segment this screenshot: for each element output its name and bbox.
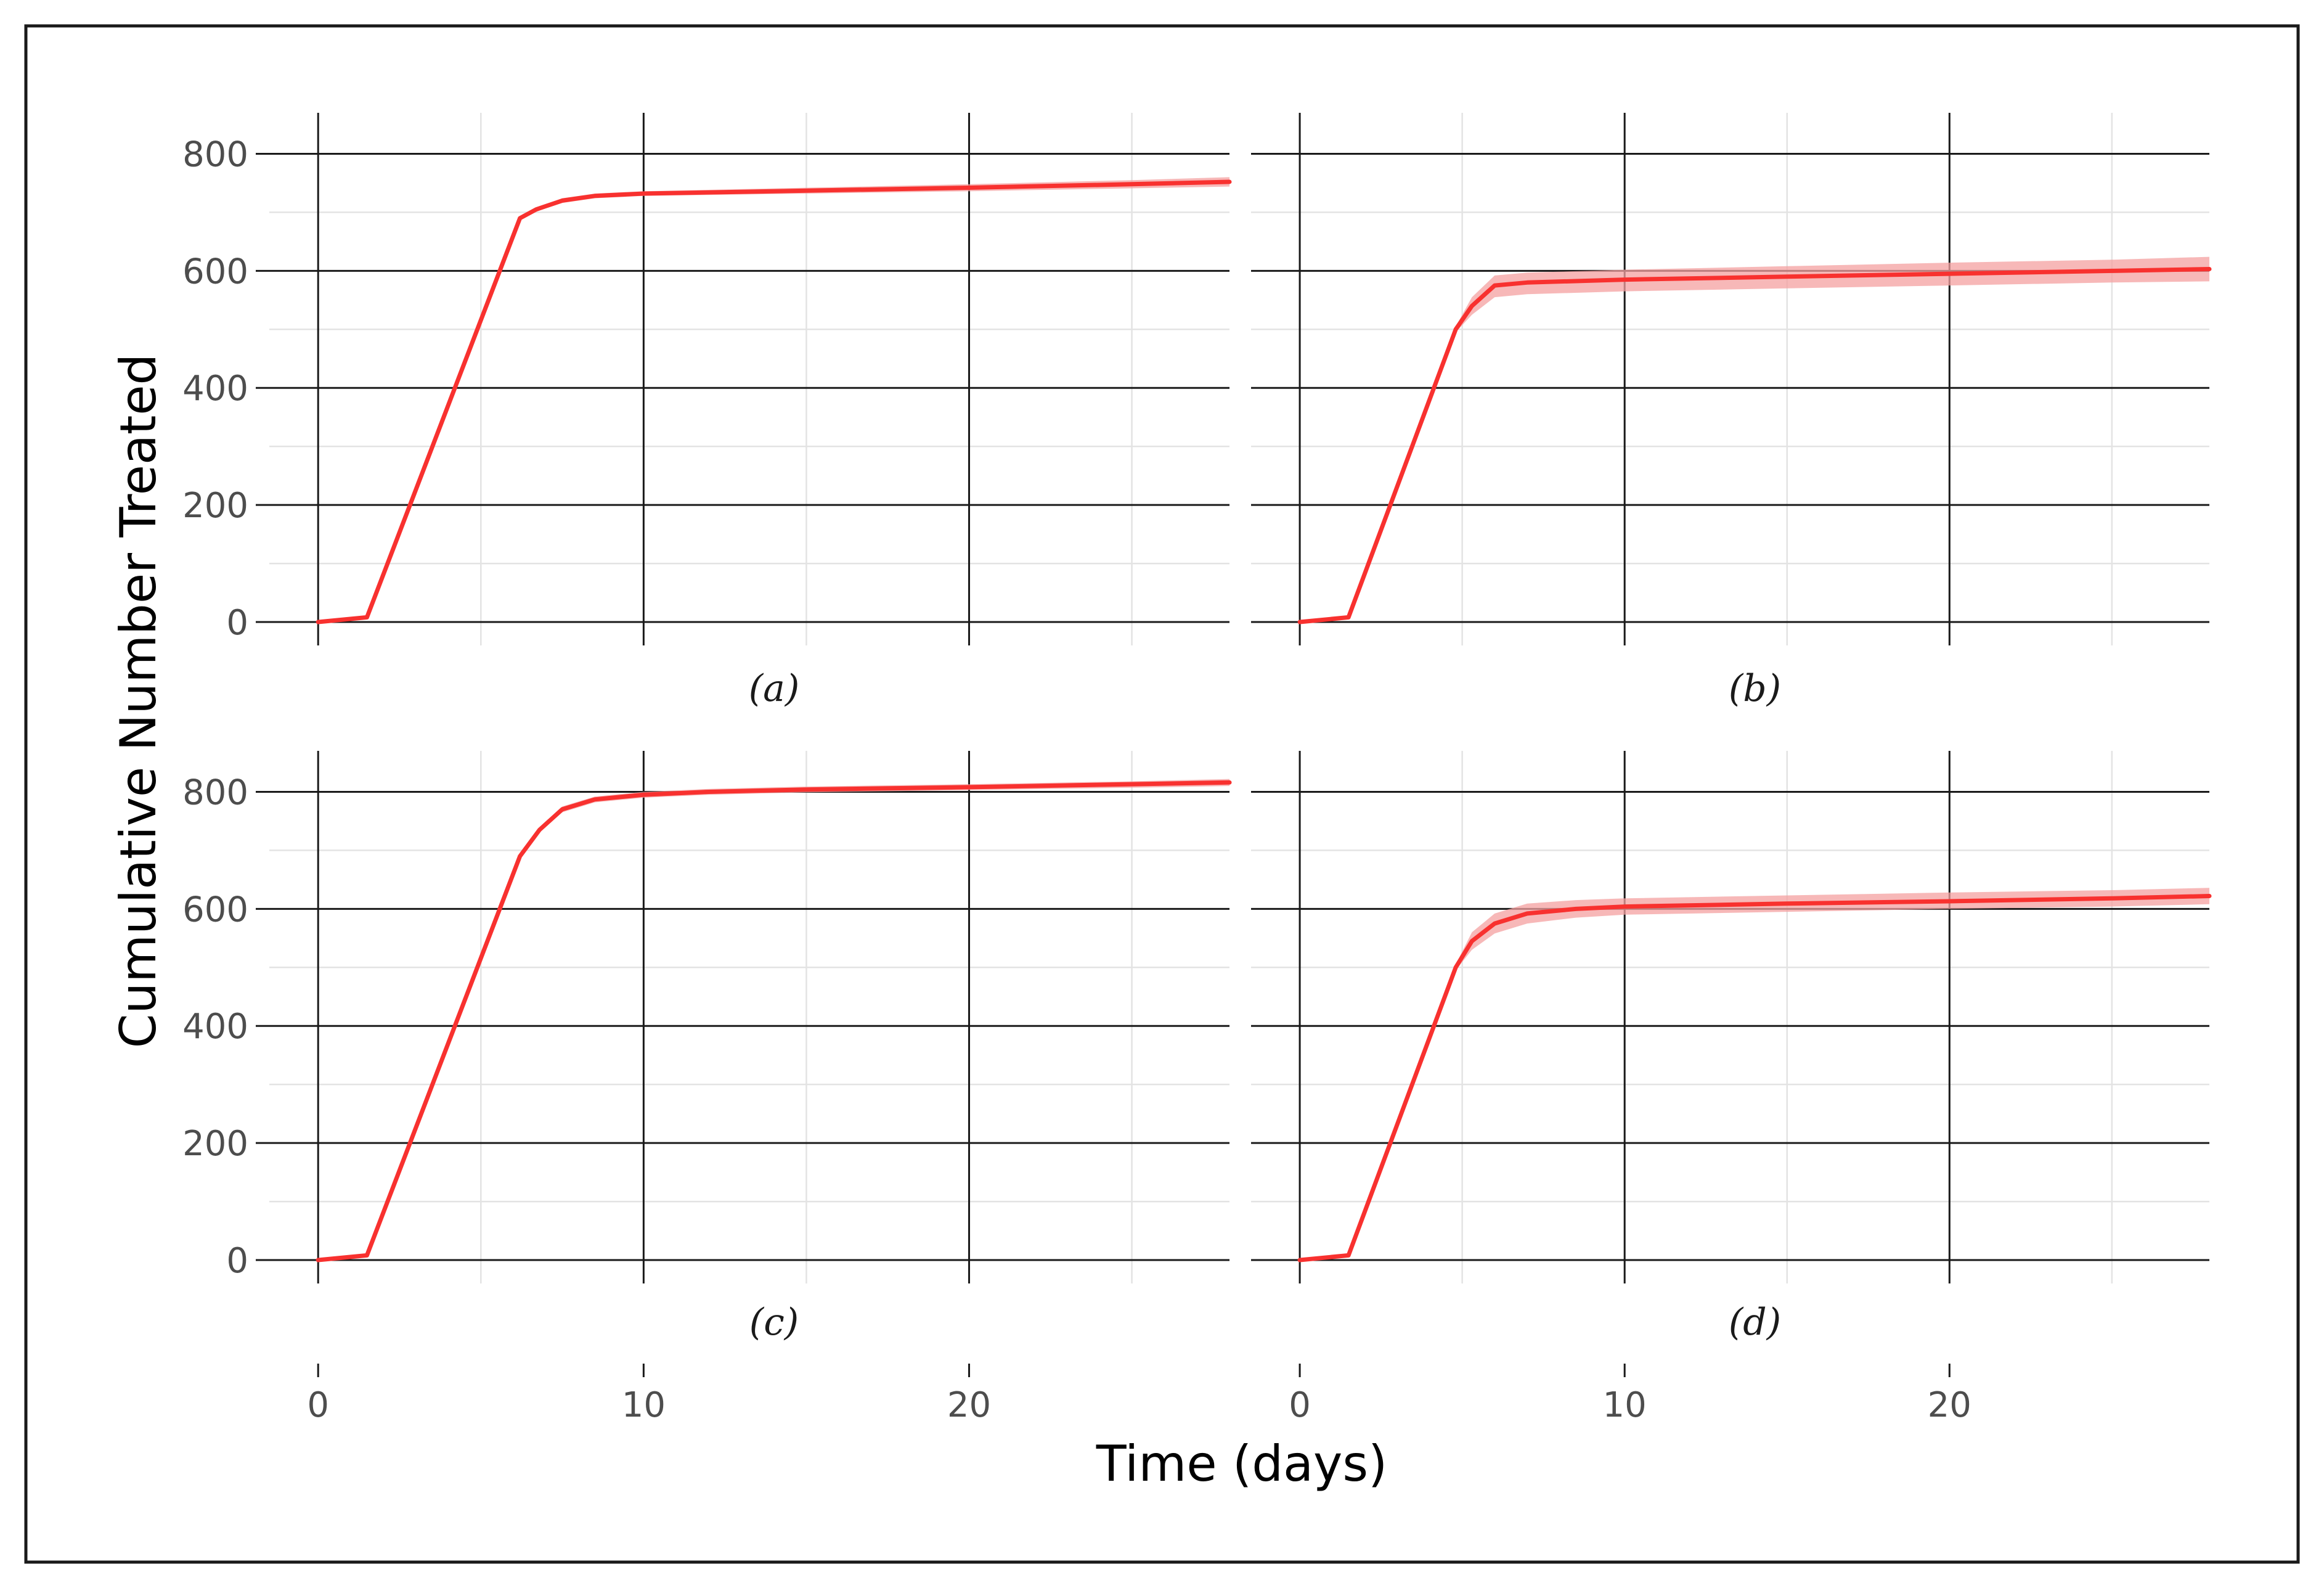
series-line (1297, 267, 2212, 624)
x-tick-label: 20 (947, 1385, 991, 1425)
y-tick-label: 800 (182, 134, 248, 174)
y-tick-label: 600 (182, 890, 248, 930)
x-tick-label: 20 (1928, 1385, 1971, 1425)
panel-1: 0 200 400 600 800 (a) (182, 113, 1232, 710)
x-axis-title: Time (days) (1096, 1435, 1387, 1492)
panel-label: (c) (749, 1301, 799, 1344)
figure-border (24, 24, 2300, 1564)
panel-2: (b) (1251, 113, 2212, 710)
y-tick-label: 400 (182, 369, 248, 409)
x-tick-label: 10 (1603, 1385, 1647, 1425)
panel-label: (d) (1729, 1301, 1781, 1344)
x-tick-label: 0 (1289, 1385, 1311, 1425)
panel-label: (a) (749, 667, 800, 710)
y-axis-title: Cumulative Number Treated (110, 354, 167, 1049)
series-line (1297, 894, 2212, 1263)
y-tick-label: 200 (182, 486, 248, 526)
series-line (316, 780, 1232, 1263)
panel-4: (d) 0 10 20 (1251, 751, 2212, 1425)
panel-label: (b) (1729, 667, 1781, 710)
y-tick-label: 200 (182, 1124, 248, 1164)
y-tick-label: 0 (226, 603, 248, 643)
series-line (316, 179, 1232, 624)
y-tick-label: 600 (182, 252, 248, 292)
panel-3: 0 200 400 600 800 (c) 0 10 20 (182, 751, 1232, 1425)
x-tick-label: 0 (307, 1385, 329, 1425)
x-tick-label: 10 (622, 1385, 666, 1425)
y-tick-label: 0 (226, 1241, 248, 1281)
y-tick-label: 400 (182, 1007, 248, 1047)
y-tick-label: 800 (182, 772, 248, 812)
